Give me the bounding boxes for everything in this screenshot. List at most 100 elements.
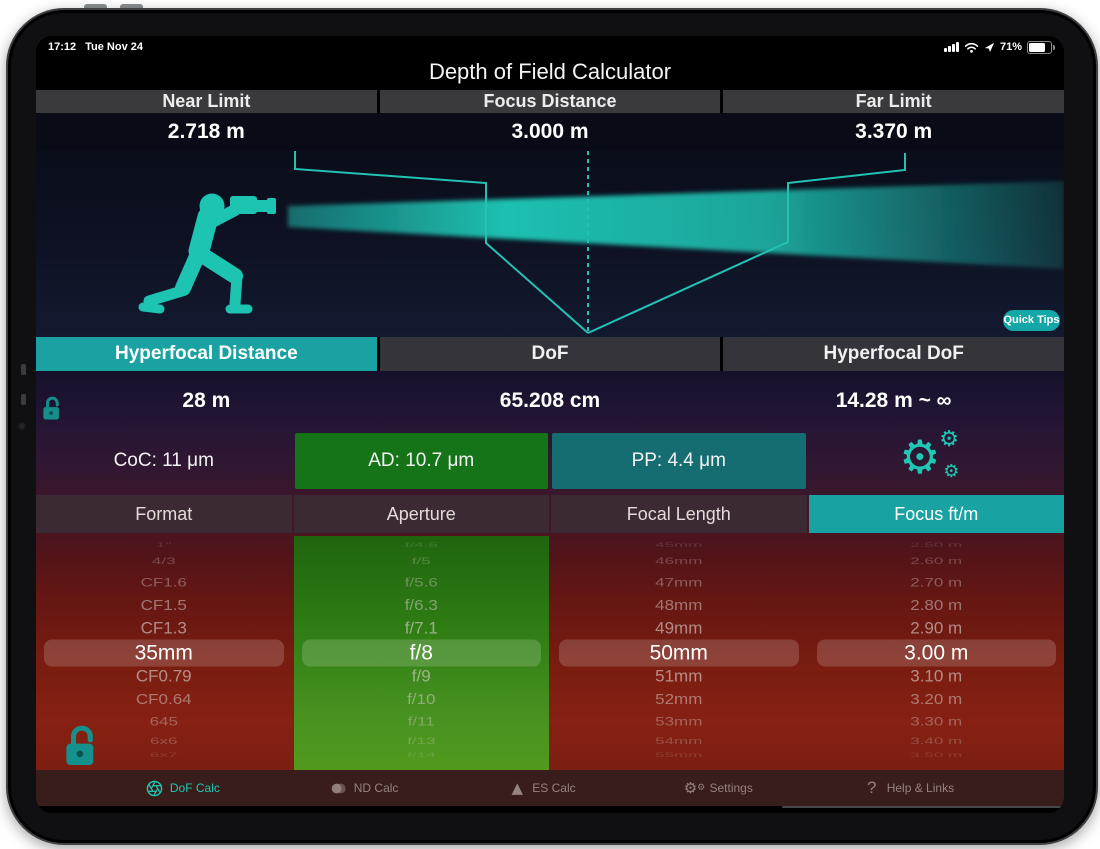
focus-distance-picker[interactable]: 2.50 m 2.60 m 2.70 m 2.80 m 2.90 m 3.00 m 3.10… bbox=[809, 536, 1065, 770]
picker-option[interactable]: CF0.64 bbox=[135, 691, 192, 708]
picker-selected-option[interactable]: 50mm bbox=[559, 639, 799, 667]
focal-length-picker[interactable]: 45mm 46mm 47mm 48mm 49mm 50mm 51mm 52mm 53mm 54mm… bbox=[551, 536, 807, 770]
tab-label: ND Calc bbox=[353, 781, 399, 795]
side-switch bbox=[21, 364, 26, 375]
picker-option[interactable]: 3.20 m bbox=[910, 691, 963, 708]
clock: 17:12 bbox=[48, 41, 77, 53]
picker-option[interactable]: 45mm bbox=[655, 541, 703, 549]
date: Tue Nov 24 bbox=[85, 41, 144, 53]
far-limit-value: 3.370 m bbox=[855, 120, 933, 143]
picker-option[interactable]: 1" bbox=[156, 541, 172, 549]
app-screen: 17:12 Tue Nov 24 71% bbox=[36, 36, 1064, 813]
aperture-picker[interactable]: f/4.5 f/5 f/5.6 f/6.3 f/7.1 f/8 f/9 f/10 f/11 f/1… bbox=[293, 536, 549, 770]
gears-icon[interactable]: ⚙ ⚙ ⚙ bbox=[899, 427, 960, 485]
picker-option[interactable]: 47mm bbox=[655, 575, 703, 590]
picker-option[interactable]: 52mm bbox=[655, 691, 703, 708]
picker-option[interactable]: 48mm bbox=[655, 597, 703, 614]
side-switch bbox=[21, 394, 26, 405]
picker-option[interactable]: 3.50 m bbox=[910, 751, 963, 759]
picker-option[interactable]: f/5.6 bbox=[404, 575, 438, 590]
dof-visualization bbox=[36, 150, 1064, 337]
picker-option[interactable]: 2.60 m bbox=[910, 555, 963, 566]
pixel-pitch-button[interactable]: PP: 4.4 μm bbox=[552, 433, 806, 489]
nd-filter-icon bbox=[330, 779, 348, 797]
volume-up-button[interactable] bbox=[84, 4, 107, 11]
picker-option[interactable]: f/14 bbox=[407, 751, 436, 759]
tab-dof-calc[interactable]: DoF Calc bbox=[146, 779, 220, 797]
picker-option[interactable]: 2.50 m bbox=[910, 541, 963, 549]
picker-selected-option[interactable]: f/8 bbox=[301, 639, 541, 667]
tab-dof[interactable]: DoF bbox=[379, 337, 721, 371]
mid-result-tabs: Hyperfocal Distance DoF Hyperfocal DoF bbox=[36, 337, 1064, 371]
airy-disk-button[interactable]: AD: 10.7 μm bbox=[294, 433, 548, 489]
picker-option[interactable]: 2.80 m bbox=[910, 597, 963, 614]
picker-option[interactable]: 4/3 bbox=[151, 555, 176, 566]
picker-selected-option[interactable]: 35mm bbox=[44, 639, 284, 667]
tab-label: DoF Calc bbox=[169, 781, 220, 795]
tab-hyperfocal-distance[interactable]: Hyperfocal Distance bbox=[36, 337, 377, 371]
picker-option[interactable]: 49mm bbox=[655, 619, 703, 638]
picker-option[interactable]: f/11 bbox=[407, 714, 435, 729]
tab-nd-calc[interactable]: ND Calc bbox=[330, 779, 399, 797]
picker-option[interactable]: f/7.1 bbox=[404, 619, 438, 638]
mid-result-values: 28 m 65.208 cm 14.28 m ~ ∞ bbox=[36, 371, 1064, 430]
picker-headers: Format Aperture Focal Length Focus ft/m bbox=[36, 495, 1064, 533]
tab-help-links[interactable]: ? Help & Links bbox=[863, 778, 954, 797]
picker-option[interactable]: CF0.79 bbox=[135, 667, 192, 686]
front-camera bbox=[18, 422, 26, 430]
picker-option[interactable]: 53mm bbox=[655, 714, 703, 729]
picker-selected-option[interactable]: 3.00 m bbox=[816, 639, 1056, 667]
results-lock-open-icon[interactable] bbox=[42, 395, 64, 422]
picker-header-focus-units-toggle[interactable]: Focus ft/m bbox=[808, 495, 1064, 533]
picker-option[interactable]: 3.10 m bbox=[910, 667, 963, 686]
picker-option[interactable]: 3.30 m bbox=[910, 714, 963, 729]
picker-option[interactable]: 6x7 bbox=[150, 751, 178, 759]
coc-value: CoC: 11 μm bbox=[113, 450, 214, 471]
picker-option[interactable]: 645 bbox=[149, 714, 178, 729]
picker-option[interactable]: CF1.5 bbox=[140, 597, 187, 614]
lower-panel: 28 m 65.208 cm 14.28 m ~ ∞ CoC: 11 μm AD… bbox=[36, 371, 1064, 770]
tab-label: ES Calc bbox=[532, 781, 576, 795]
far-limit-bracket bbox=[587, 153, 906, 334]
hyperfocal-distance-value: 28 m bbox=[182, 389, 231, 412]
quick-tips-button[interactable]: Quick Tips bbox=[1003, 310, 1060, 331]
near-limit-bracket bbox=[294, 151, 589, 334]
picker-option[interactable]: 6x6 bbox=[150, 735, 178, 746]
picker-option[interactable]: 3.40 m bbox=[910, 735, 963, 746]
near-limit-header: Near Limit bbox=[36, 90, 377, 113]
focus-distance-value: 3.000 m bbox=[511, 120, 589, 143]
tab-hyperfocal-dof[interactable]: Hyperfocal DoF bbox=[723, 337, 1064, 371]
bottom-tab-bar: DoF Calc ND Calc ▲ ES Calc ⚙ bbox=[36, 770, 1064, 806]
picker-option[interactable]: CF1.3 bbox=[140, 619, 187, 638]
picker-option[interactable]: 54mm bbox=[655, 735, 703, 746]
picker-option[interactable]: f/9 bbox=[411, 667, 431, 686]
dof-value: 65.208 cm bbox=[499, 389, 601, 412]
picker-option[interactable]: f/5 bbox=[411, 555, 431, 566]
ipad-device: 17:12 Tue Nov 24 71% bbox=[6, 8, 1098, 845]
volume-down-button[interactable] bbox=[120, 4, 143, 11]
sensor-parameters-row: CoC: 11 μm AD: 10.7 μm PP: 4.4 μm ⚙ ⚙ ⚙ bbox=[36, 427, 1064, 492]
picker-option[interactable]: f/10 bbox=[407, 691, 436, 708]
tab-es-calc[interactable]: ▲ ES Calc bbox=[508, 779, 575, 797]
focus-beam bbox=[288, 181, 1064, 269]
picker-wheels: 1" 4/3 CF1.6 CF1.5 CF1.3 35mm CF0.79 CF0.64 645 6… bbox=[36, 536, 1064, 770]
focus-distance-header: Focus Distance bbox=[379, 90, 721, 113]
picker-option[interactable]: f/13 bbox=[407, 735, 436, 746]
home-indicator[interactable] bbox=[782, 806, 1062, 808]
picker-option[interactable]: f/4.5 bbox=[404, 541, 438, 549]
picker-option[interactable]: 2.90 m bbox=[910, 619, 963, 638]
tab-label: Settings bbox=[709, 781, 753, 795]
picker-lock-open-icon[interactable] bbox=[64, 723, 102, 769]
picker-option[interactable]: 55mm bbox=[655, 751, 703, 759]
gear-icon: ⚙ ⚙ bbox=[683, 779, 706, 797]
page-title: Depth of Field Calculator bbox=[428, 59, 672, 84]
picker-option[interactable]: 46mm bbox=[655, 555, 703, 566]
picker-option[interactable]: 51mm bbox=[655, 667, 703, 686]
wifi-icon bbox=[964, 42, 979, 53]
tab-settings[interactable]: ⚙ ⚙ Settings bbox=[683, 779, 753, 797]
picker-option[interactable]: f/6.3 bbox=[404, 597, 438, 614]
picker-option[interactable]: 2.70 m bbox=[910, 575, 963, 590]
format-picker[interactable]: 1" 4/3 CF1.6 CF1.5 CF1.3 35mm CF0.79 CF0.64 645 6… bbox=[36, 536, 292, 770]
picker-option[interactable]: CF1.6 bbox=[140, 575, 187, 590]
